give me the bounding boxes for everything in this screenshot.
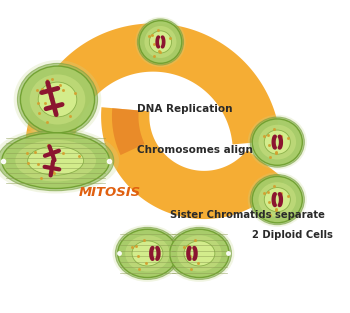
Ellipse shape (125, 235, 170, 271)
Ellipse shape (259, 182, 296, 217)
Ellipse shape (252, 177, 302, 223)
Ellipse shape (15, 140, 96, 182)
Ellipse shape (170, 229, 229, 278)
Text: DNA Replication: DNA Replication (137, 104, 233, 114)
Polygon shape (101, 107, 285, 219)
Ellipse shape (0, 131, 114, 191)
Ellipse shape (252, 119, 302, 165)
Text: 2 Diploid Cells: 2 Diploid Cells (252, 230, 333, 240)
Ellipse shape (118, 229, 177, 278)
Ellipse shape (164, 225, 235, 282)
Polygon shape (36, 127, 64, 176)
Polygon shape (25, 23, 280, 178)
Text: Sister Chromatids separate: Sister Chromatids separate (170, 210, 324, 220)
Ellipse shape (145, 26, 176, 58)
Ellipse shape (116, 227, 180, 280)
Ellipse shape (18, 64, 98, 136)
Polygon shape (112, 108, 145, 155)
Ellipse shape (14, 60, 101, 139)
Ellipse shape (248, 172, 307, 227)
Ellipse shape (138, 19, 183, 65)
Ellipse shape (184, 241, 215, 266)
Ellipse shape (135, 17, 186, 67)
Ellipse shape (167, 227, 231, 280)
Ellipse shape (149, 31, 172, 53)
Ellipse shape (38, 82, 77, 117)
Ellipse shape (264, 130, 290, 154)
Ellipse shape (259, 125, 296, 160)
Ellipse shape (112, 225, 182, 282)
Text: Chromosomes align: Chromosomes align (137, 146, 253, 156)
Ellipse shape (264, 187, 290, 212)
Ellipse shape (250, 117, 304, 167)
Ellipse shape (20, 66, 94, 133)
Ellipse shape (30, 74, 85, 125)
Ellipse shape (0, 128, 119, 193)
Ellipse shape (132, 241, 163, 266)
Ellipse shape (248, 115, 307, 169)
Ellipse shape (139, 21, 182, 63)
Text: MITOSIS: MITOSIS (78, 186, 140, 199)
Ellipse shape (177, 235, 222, 271)
Ellipse shape (250, 175, 304, 225)
Ellipse shape (28, 146, 84, 175)
Ellipse shape (2, 133, 110, 188)
